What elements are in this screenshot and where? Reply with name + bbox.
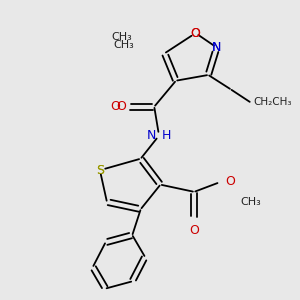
Text: N: N [147, 129, 156, 142]
Text: CH₃: CH₃ [114, 40, 134, 50]
Text: N: N [212, 41, 221, 54]
Text: CH₃: CH₃ [241, 197, 261, 207]
Text: H: H [162, 129, 171, 142]
Text: S: S [96, 164, 104, 177]
Text: CH₂CH₃: CH₂CH₃ [253, 98, 292, 107]
Text: N: N [212, 41, 221, 54]
Text: O: O [191, 27, 201, 40]
Text: S: S [96, 164, 104, 177]
Text: O: O [111, 100, 121, 113]
Text: O: O [225, 175, 235, 188]
Text: CH₃: CH₃ [111, 32, 132, 42]
Text: O: O [191, 27, 201, 40]
Text: O: O [116, 100, 126, 113]
Text: O: O [189, 224, 199, 237]
